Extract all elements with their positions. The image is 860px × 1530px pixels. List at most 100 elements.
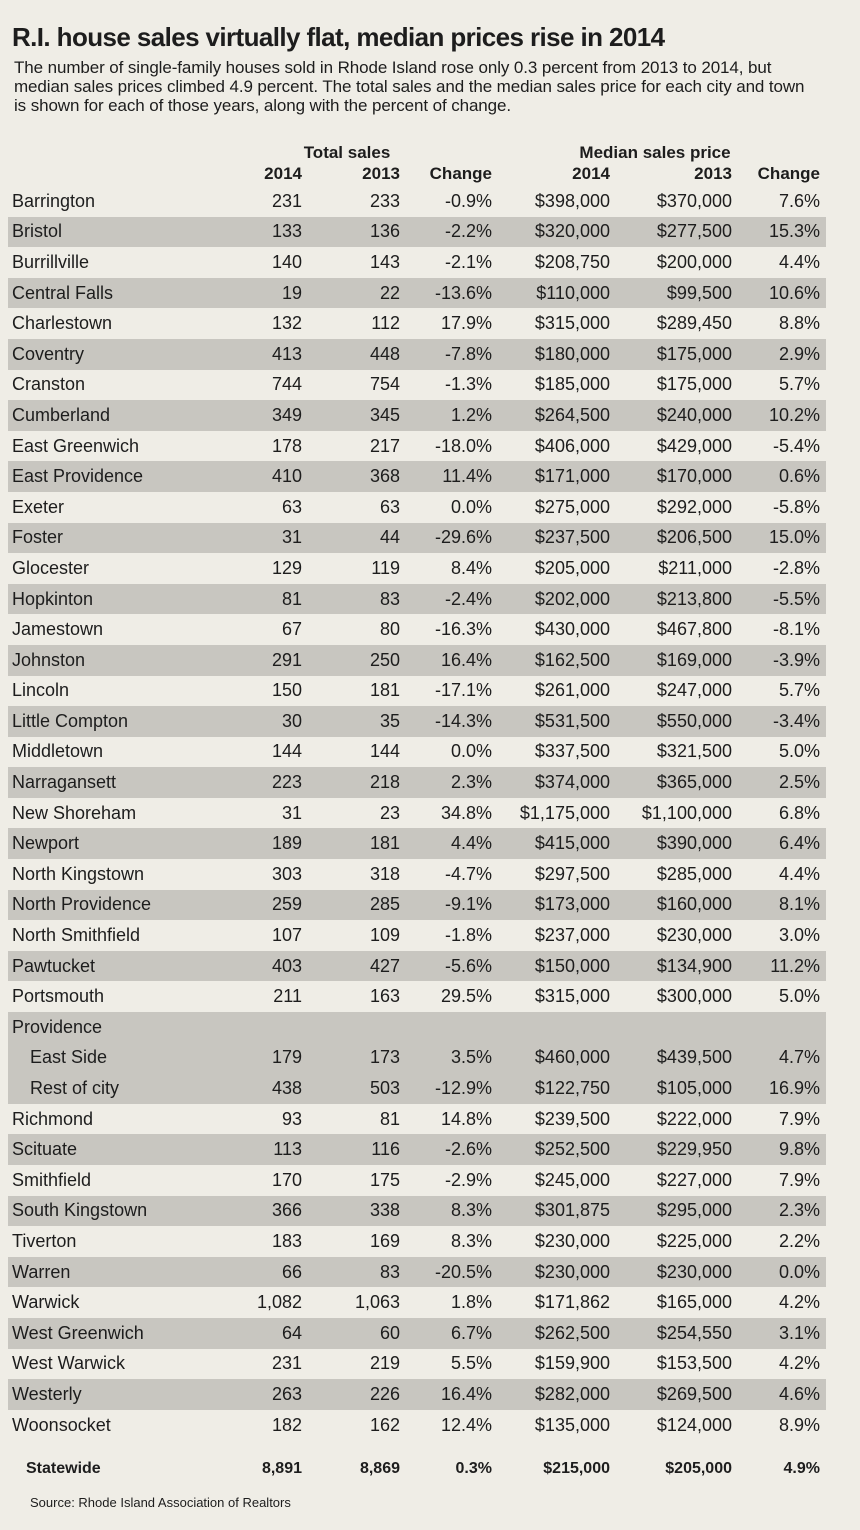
cell: -7.8% [444, 343, 492, 364]
cell: 8.9% [778, 1414, 820, 1435]
cell: 231 [271, 190, 302, 211]
cell: 179 [271, 1047, 302, 1068]
cell: 223 [271, 772, 302, 793]
cell: 744 [271, 374, 302, 395]
row-label: Warwick [12, 1292, 80, 1313]
cell: $269,500 [656, 1383, 732, 1404]
table-row: Foster 31 44 -29.6% $237,500 $206,500 15.0% [8, 522, 826, 554]
cell: 31 [281, 527, 302, 548]
cell: 2.3% [450, 772, 492, 793]
cell: $365,000 [656, 772, 732, 793]
cell: $320,000 [534, 221, 610, 242]
cell: $162,500 [534, 649, 610, 670]
cell: 7.9% [778, 1169, 820, 1190]
table-row: Smithfield 170 175 -2.9% $245,000 $227,000 7.9… [8, 1165, 826, 1196]
cell: $205,000 [534, 557, 610, 578]
cell: 22 [379, 282, 400, 303]
cell: 2.2% [778, 1230, 820, 1251]
cell: 8.3% [450, 1200, 492, 1221]
cell: -1.8% [444, 925, 492, 946]
cell: 66 [281, 1261, 302, 1282]
cell: 3.1% [778, 1322, 820, 1343]
cell: $222,000 [656, 1108, 732, 1129]
cell: 15.0% [768, 527, 820, 548]
cell: $370,000 [656, 190, 732, 211]
cell: $205,000 [665, 1460, 732, 1477]
table-row: West Greenwich 64 60 6.7% $262,500 $254,550 3.… [8, 1317, 826, 1349]
table-row: South Kingstown 366 338 8.3% $301,875 $295,00… [8, 1195, 826, 1227]
cell: 448 [369, 343, 400, 364]
cell: 0.3% [455, 1460, 492, 1477]
cell: -5.6% [444, 955, 492, 976]
cell: $295,000 [656, 1200, 732, 1221]
cell: $240,000 [656, 404, 732, 425]
cell: $230,000 [656, 925, 732, 946]
table-row: Little Compton 30 35 -14.3% $531,500 $550,000… [8, 706, 826, 737]
cell: 182 [271, 1414, 302, 1435]
table-row: Cranston 744 754 -1.3% $185,000 $175,000 5.7% [8, 370, 826, 401]
cell: 219 [369, 1353, 400, 1374]
cell: 5.7% [778, 374, 820, 395]
cell: $301,875 [534, 1200, 610, 1221]
cell: 3.0% [778, 925, 820, 946]
row-label: Hopkinton [12, 588, 94, 609]
cell: 119 [371, 557, 400, 578]
cell: -29.6% [434, 527, 492, 548]
cell: -9.1% [444, 894, 492, 915]
row-label: West Warwick [12, 1353, 126, 1374]
table-row: Westerly 263 226 16.4% $282,000 $269,500 4.6% [8, 1379, 826, 1410]
cell: 6.4% [778, 833, 820, 854]
row-label: Providence [12, 1016, 103, 1037]
column-headers: 2014 2013 Change 2014 2013 Change [12, 164, 820, 186]
cell: -2.2% [444, 221, 492, 242]
cell: 30 [281, 710, 302, 731]
table-row: Tiverton 183 169 8.3% $230,000 $225,000 2.2% [8, 1226, 826, 1257]
cell: $153,500 [656, 1353, 732, 1374]
cell: -5.5% [772, 588, 820, 609]
cell: $215,000 [543, 1460, 610, 1477]
cell: $430,000 [534, 619, 610, 640]
row-label: Barrington [12, 190, 96, 211]
cell: 169 [369, 1230, 400, 1251]
row-label: Exeter [12, 496, 65, 517]
cell: -13.6% [434, 282, 492, 303]
cell: $1,175,000 [519, 802, 610, 823]
cell: 29.5% [440, 986, 492, 1007]
row-label: South Kingstown [12, 1200, 148, 1221]
cell: 285 [369, 894, 400, 915]
source: Source: Rhode Island Association of Real… [30, 1495, 291, 1510]
cell: $105,000 [656, 1078, 732, 1099]
cell: 6.7% [450, 1322, 492, 1343]
row-label: Glocester [12, 557, 90, 578]
cell: $169,000 [656, 649, 732, 670]
table-row: Newport 189 181 4.4% $415,000 $390,000 6.4% [8, 828, 826, 860]
cell: $321,500 [656, 741, 732, 762]
table-row: Glocester 129 119 8.4% $205,000 $211,000 -2.8% [8, 553, 826, 584]
cell: 4.4% [778, 863, 820, 884]
cell: -2.1% [444, 251, 492, 272]
cell: 16.4% [440, 649, 492, 670]
cell: $124,000 [656, 1414, 732, 1435]
cell: 8,869 [359, 1460, 400, 1477]
cell: -20.5% [434, 1261, 492, 1282]
cell: $315,000 [534, 986, 610, 1007]
row-label: Newport [12, 833, 80, 854]
cell: 93 [281, 1108, 302, 1129]
cell: $261,000 [534, 680, 610, 701]
table-row: Richmond 93 81 14.8% $239,500 $222,000 7.9% [8, 1104, 826, 1135]
cell: 181 [369, 680, 400, 701]
row-label: Middletown [12, 741, 104, 762]
cell: 31 [281, 802, 302, 823]
cell: 0.6% [778, 466, 820, 487]
cell: 211 [273, 986, 302, 1007]
cell: 17.9% [440, 313, 492, 334]
cell: -0.9% [444, 190, 492, 211]
cell: 7.6% [778, 190, 820, 211]
title: R.I. house sales virtually flat, median … [12, 22, 665, 52]
table-row: Scituate 113 116 -2.6% $252,500 $229,950 9.8% [8, 1134, 826, 1165]
cell: 132 [271, 313, 302, 334]
cell: -3.9% [772, 649, 820, 670]
row-label: Tiverton [12, 1230, 77, 1251]
cell: $135,000 [534, 1414, 610, 1435]
cell: -14.3% [434, 710, 492, 731]
